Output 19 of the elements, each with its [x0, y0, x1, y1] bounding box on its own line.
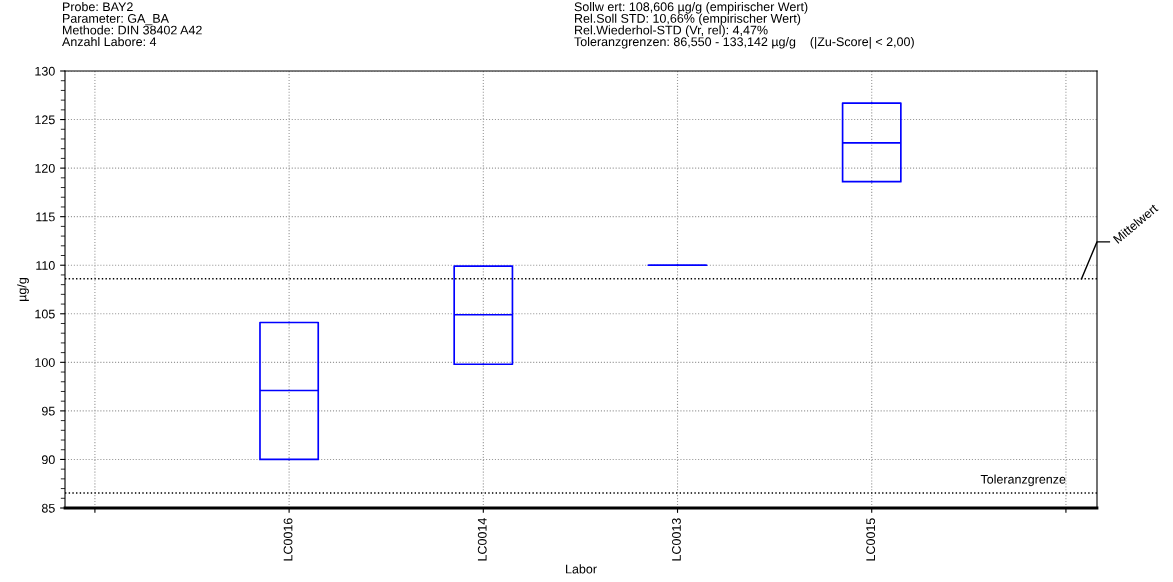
- y-axis-title: µg/g: [17, 278, 29, 301]
- x-tick-label: LC0014: [477, 518, 487, 561]
- y-tick-label: 110: [36, 261, 55, 270]
- y-tick-label: 95: [41, 406, 55, 416]
- y-tick-label: 90: [41, 455, 55, 465]
- ref-line-label: Toleranzgrenze: [980, 474, 1066, 487]
- y-tick-label: 115: [36, 212, 55, 222]
- y-tick-label: 120: [35, 163, 55, 173]
- x-axis-title: Labor: [566, 564, 597, 574]
- y-tick-label: 125: [35, 115, 55, 125]
- x-tick-label: LC0016: [283, 518, 293, 561]
- y-tick-label: 100: [35, 358, 55, 367]
- x-tick-label: LC0013: [672, 518, 681, 561]
- y-tick-label: 130: [35, 66, 55, 76]
- chart-subtitle: Sollw ert: 108,606 µg/g (empirischer Wert) Rel.Soll STD: 10,66% (empirischer Wert) Rel.Wiederhol-STD (Vr, rel): 4,47% Toleranzgrenzen: 86,550 - 133,142 µg/g (|Zu-Score| < 2,00): [574, 2, 914, 49]
- y-tick-label: 85: [41, 503, 55, 513]
- chart-title: Probe: BAY2 Parameter: GA_BA Methode: DIN 38402 A42 Anzahl Labore: 4: [62, 2, 202, 47]
- x-tick-label: LC0015: [866, 518, 876, 561]
- y-tick-label: 105: [35, 309, 55, 319]
